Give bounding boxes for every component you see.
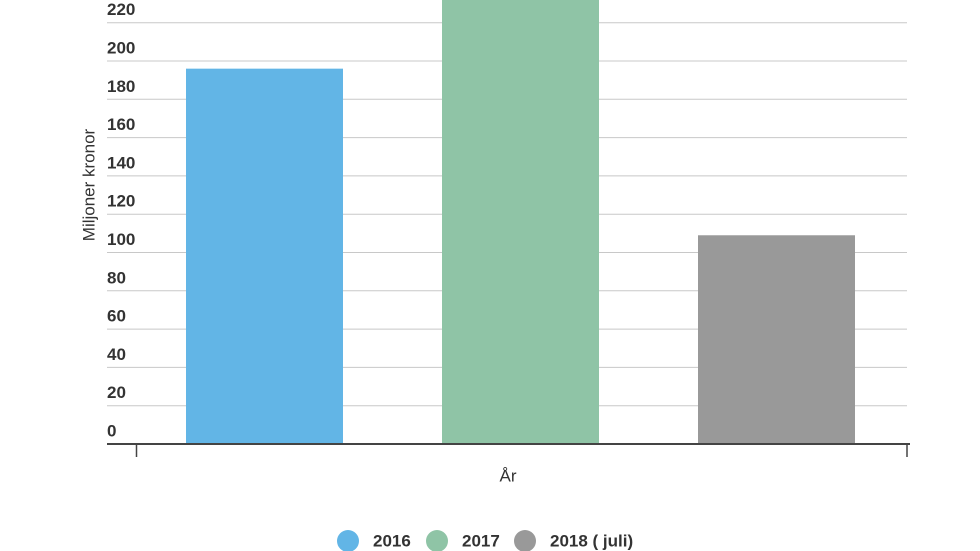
- legend-swatch: [337, 530, 359, 551]
- y-tick-label: 160: [107, 115, 135, 134]
- bar: [442, 0, 599, 444]
- bar: [186, 68, 343, 444]
- y-tick-label: 20: [107, 383, 126, 402]
- y-tick-label: 0: [107, 421, 116, 440]
- y-tick-label: 200: [107, 38, 135, 57]
- x-axis-label: År: [500, 466, 517, 485]
- legend-label: 2018 ( juli): [550, 531, 633, 550]
- y-tick-label: 120: [107, 192, 135, 211]
- legend-swatch: [426, 530, 448, 551]
- y-tick-label: 100: [107, 230, 135, 249]
- y-tick-label: 140: [107, 153, 135, 172]
- bar: [698, 235, 855, 444]
- legend-label: 2016: [373, 531, 411, 550]
- y-tick-label: 60: [107, 307, 126, 326]
- y-axis-label: Miljoner kronor: [79, 128, 98, 241]
- y-tick-label: 180: [107, 77, 135, 96]
- y-tick-label: 80: [107, 268, 126, 287]
- legend-swatch: [514, 530, 536, 551]
- legend-label: 2017: [462, 531, 500, 550]
- y-tick-label: 40: [107, 345, 126, 364]
- y-tick-label: 220: [107, 0, 135, 19]
